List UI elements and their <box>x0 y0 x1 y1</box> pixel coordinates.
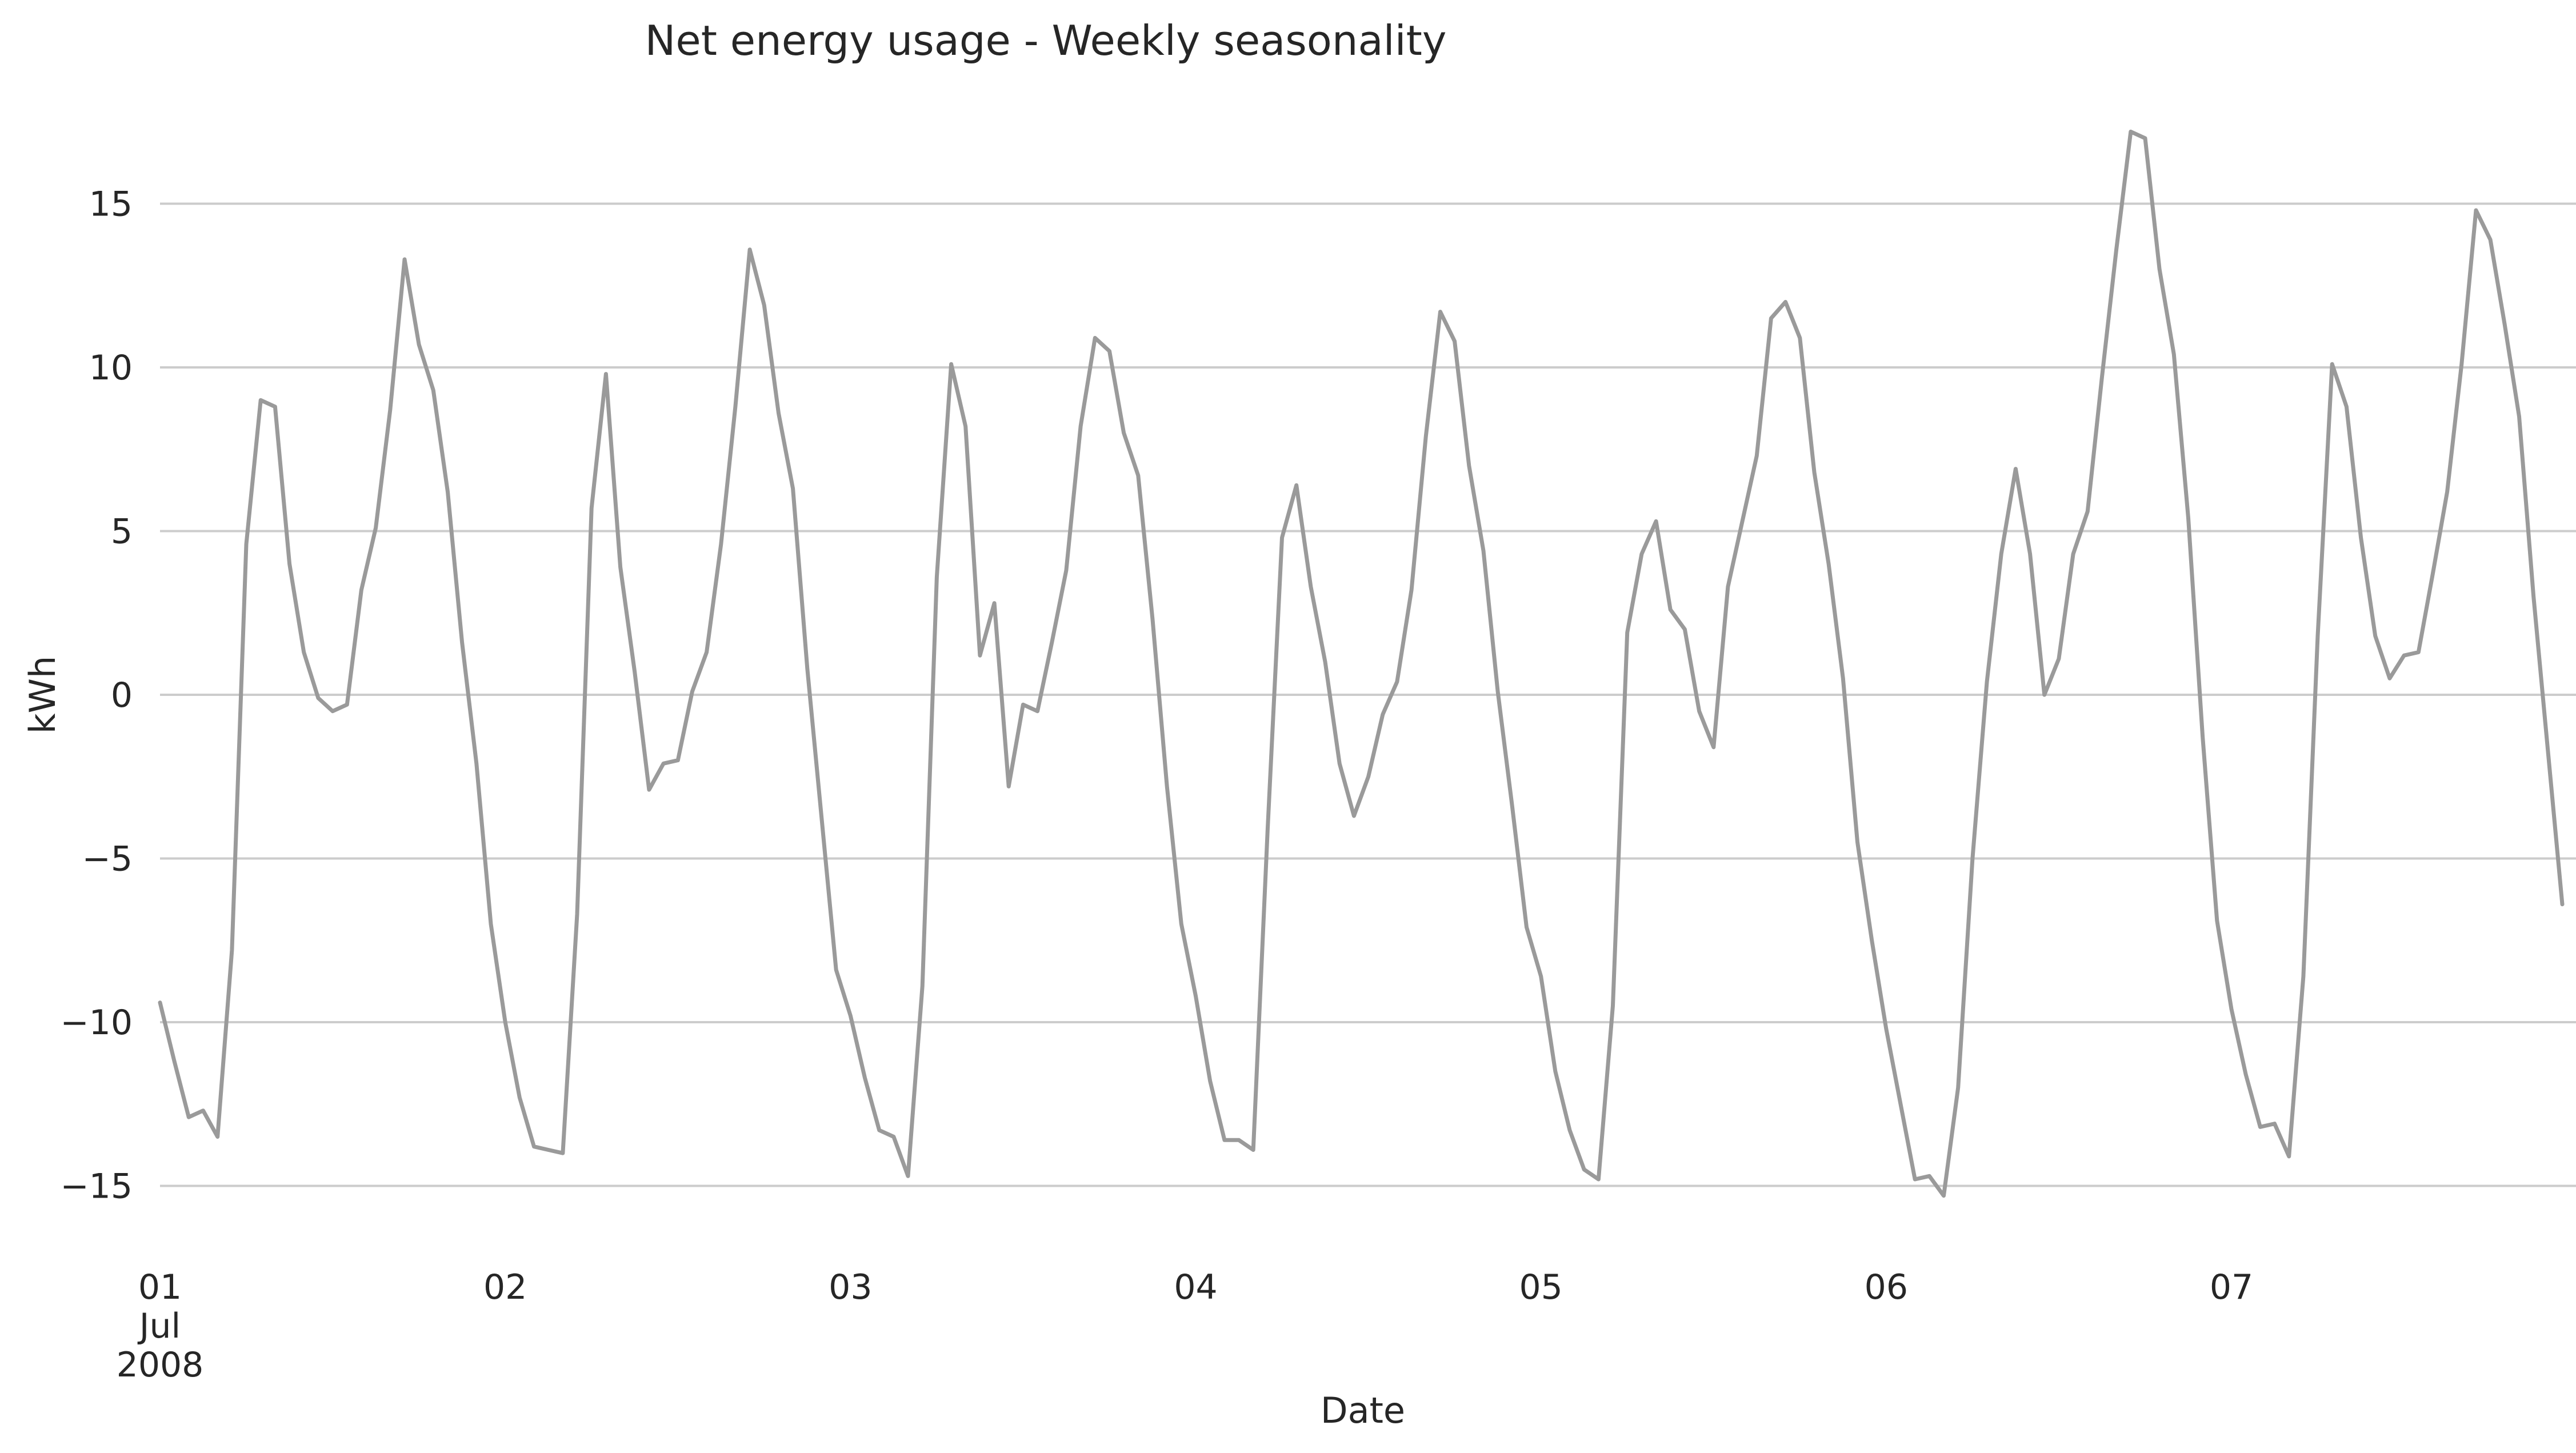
y-tick-label: −5 <box>82 839 133 879</box>
x-tick-label: 2008 <box>117 1345 204 1385</box>
x-tick-label: 01 <box>138 1267 182 1307</box>
y-tick-label: 15 <box>89 185 133 225</box>
x-tick-label: 03 <box>829 1267 872 1307</box>
y-tick-label: 5 <box>111 512 133 552</box>
x-tick-label: 07 <box>2210 1267 2253 1307</box>
x-tick-label: 02 <box>483 1267 527 1307</box>
y-axis-title: kWh <box>22 656 63 734</box>
y-tick-label: −10 <box>60 1003 133 1043</box>
y-tick-label: −15 <box>60 1167 133 1207</box>
x-tick-label: 06 <box>1865 1267 1908 1307</box>
chart-title: Net energy usage - Weekly seasonality <box>645 17 1447 65</box>
gridlines <box>160 202 2576 1187</box>
y-axis-ticks: −15 −10 −5 0 5 10 15 <box>60 185 133 1207</box>
series-layer <box>158 129 2565 1198</box>
y-tick-label: 0 <box>111 675 133 715</box>
x-axis-title: Date <box>1321 1390 1405 1431</box>
x-tick-label: Jul <box>137 1306 181 1346</box>
x-tick-label: 04 <box>1174 1267 1217 1307</box>
y-tick-label: 10 <box>89 348 133 388</box>
x-tick-label: 05 <box>1519 1267 1562 1307</box>
series-line <box>158 129 2565 1198</box>
